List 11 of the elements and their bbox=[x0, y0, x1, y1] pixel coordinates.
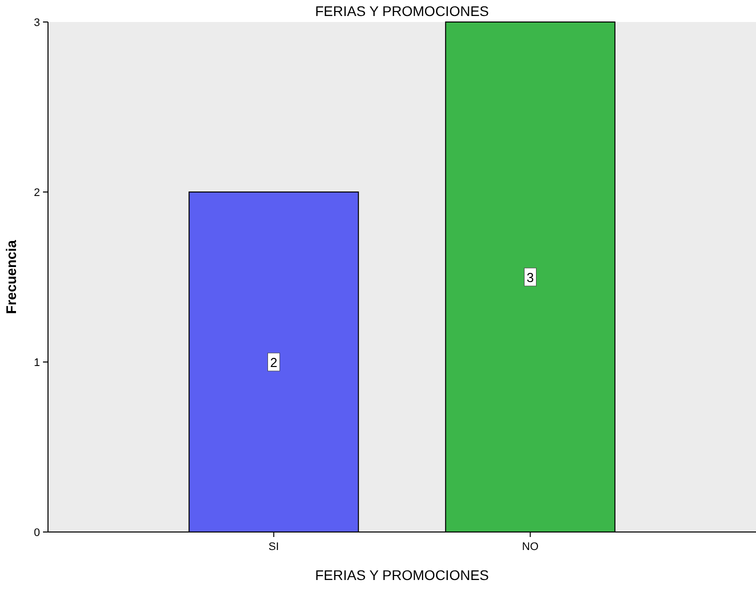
x-tick-label: SI bbox=[268, 541, 279, 553]
x-axis-title: FERIAS Y PROMOCIONES bbox=[315, 567, 489, 583]
y-tick-label: 1 bbox=[34, 356, 40, 369]
x-tick-label: NO bbox=[522, 541, 539, 553]
y-axis-title: Frecuencia bbox=[3, 240, 19, 314]
chart-title: FERIAS Y PROMOCIONES bbox=[315, 3, 489, 19]
y-tick-label: 3 bbox=[34, 16, 40, 29]
data-label: 3 bbox=[526, 270, 534, 285]
y-tick-label: 0 bbox=[34, 526, 40, 539]
y-tick-label: 2 bbox=[34, 186, 40, 199]
data-label: 2 bbox=[270, 355, 278, 370]
